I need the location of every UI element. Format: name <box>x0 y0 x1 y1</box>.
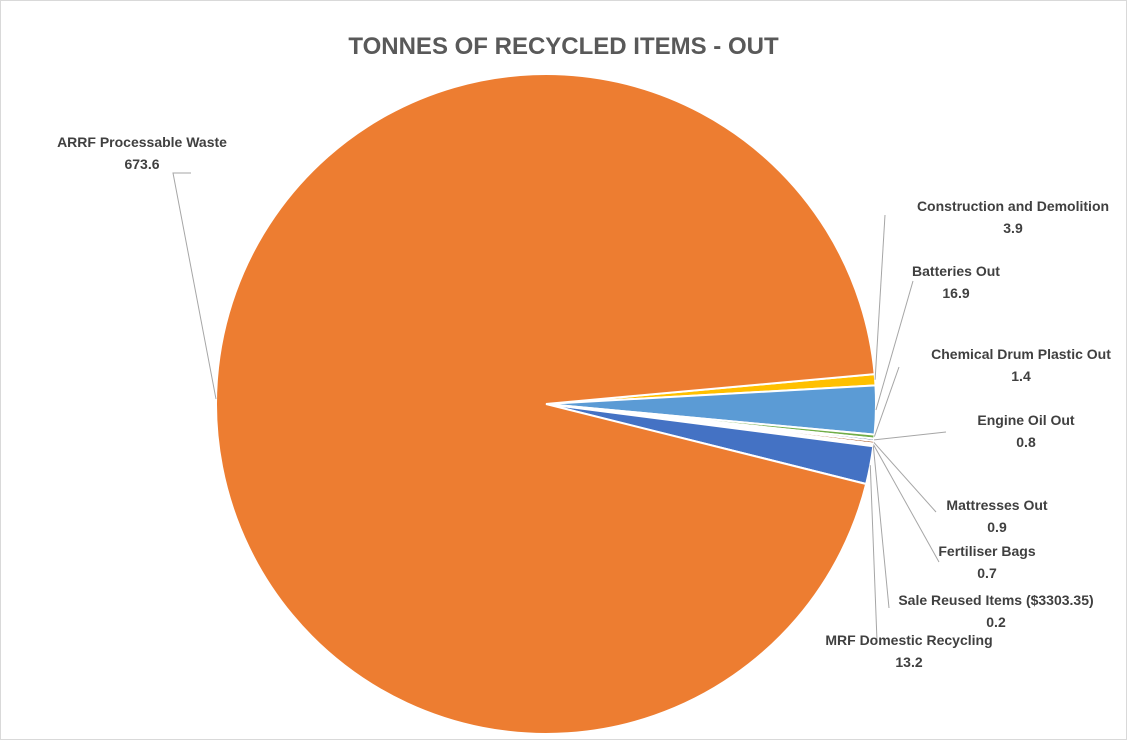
slice-label: Construction and Demolition 3.9 <box>917 198 1109 236</box>
slice-label-name: Chemical Drum Plastic Out <box>931 346 1111 362</box>
slice-label: Batteries Out 16.9 <box>912 263 1000 301</box>
slice-label: MRF Domestic Recycling 13.2 <box>825 632 992 670</box>
slice-label-value: 0.8 <box>1016 434 1036 450</box>
slice-label-value: 0.7 <box>977 565 997 581</box>
slice-label-name: Fertiliser Bags <box>938 543 1035 559</box>
leader-line <box>172 172 217 400</box>
slice-label-name: Batteries Out <box>912 263 1000 279</box>
slice-label-value: 3.9 <box>1003 220 1023 236</box>
slice-label-name: ARRF Processable Waste <box>57 134 227 150</box>
slice-label-name: Construction and Demolition <box>917 198 1109 214</box>
leader-line <box>869 465 878 642</box>
leader-line <box>872 445 890 609</box>
leader-line <box>873 431 947 441</box>
slice-label-name: Sale Reused Items ($3303.35) <box>898 592 1093 608</box>
slice-label-name: Engine Oil Out <box>977 412 1075 428</box>
pie-slice <box>215 73 876 736</box>
leader-line <box>875 280 914 411</box>
chart-title: TONNES OF RECYCLED ITEMS - OUT <box>348 33 779 60</box>
slice-label: Chemical Drum Plastic Out 1.4 <box>931 346 1111 384</box>
slice-label-value: 13.2 <box>895 654 922 670</box>
slice-label: Sale Reused Items ($3303.35) 0.2 <box>898 592 1093 630</box>
leader-line <box>873 444 940 563</box>
slice-labels: Construction and Demolition 3.9 Batteries … <box>57 134 1111 670</box>
slices <box>215 73 877 736</box>
leader-lines <box>172 172 947 642</box>
slice-label-value: 1.4 <box>1011 368 1031 384</box>
slice-label-value: 0.9 <box>987 519 1007 535</box>
slice-label-value: 673.6 <box>124 156 159 172</box>
slice-label: ARRF Processable Waste 673.6 <box>57 134 227 172</box>
slice-label-value: 16.9 <box>942 285 969 301</box>
slice-label-name: MRF Domestic Recycling <box>825 632 992 648</box>
leader-line <box>873 441 937 513</box>
leader-line <box>874 214 886 380</box>
leader-line <box>873 366 900 437</box>
slice-label: Engine Oil Out 0.8 <box>977 412 1075 450</box>
slice-label: Fertiliser Bags 0.7 <box>938 543 1035 581</box>
slice-label: Mattresses Out 0.9 <box>946 497 1047 535</box>
slice-label-value: 0.2 <box>986 614 1006 630</box>
slice-label-name: Mattresses Out <box>946 497 1047 513</box>
